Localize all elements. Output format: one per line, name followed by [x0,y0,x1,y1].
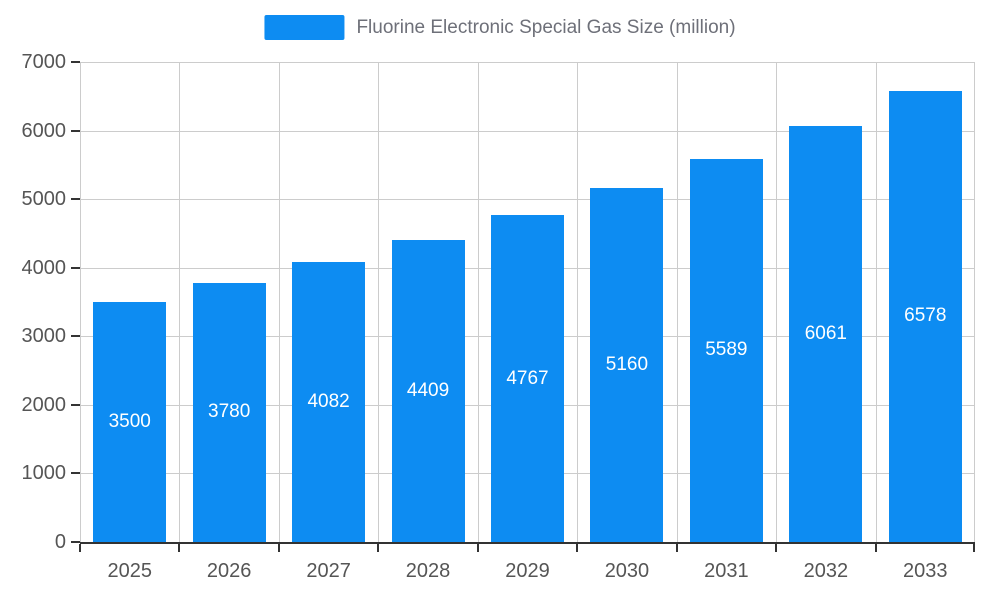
y-axis-tick [71,472,80,475]
x-axis-tick [476,544,479,552]
bar[interactable]: 6578 [888,90,962,542]
x-axis-tick [675,544,678,552]
x-axis-label: 2026 [206,560,252,582]
bar[interactable]: 3780 [192,282,266,542]
x-axis-label: 2029 [505,560,550,582]
y-axis-label: 4000 [21,256,67,279]
y-axis-tick [71,129,80,132]
gridline-vertical [278,62,280,542]
gridline-vertical [676,62,678,542]
x-axis-label: 2030 [604,560,650,582]
gridline-horizontal [80,62,975,63]
y-axis-label: 1000 [21,462,67,485]
legend[interactable]: Fluorine Electronic Special Gas Size (mi… [264,15,736,40]
bar-value-label: 6578 [904,305,947,327]
bar-value-label: 5160 [605,354,649,376]
x-axis-label: 2033 [903,560,948,582]
gridline-vertical [875,62,877,542]
y-axis-tick [71,266,80,269]
bar[interactable]: 6061 [789,126,863,542]
bar-value-label: 3500 [108,411,151,432]
x-axis-tick [377,544,380,552]
bar-value-label: 6061 [804,323,847,345]
x-axis-label: 2025 [107,560,152,582]
plot-area: 3500 3780 4082 4409 4767 5160 5589 6061 6578 [71,61,975,552]
bar-value-label: 3780 [208,401,251,423]
x-axis-label: 2028 [405,560,451,582]
legend-swatch-icon [264,15,345,40]
x-axis-label: 2032 [803,560,849,582]
gridline-horizontal [80,199,975,201]
gridline-vertical [577,62,579,542]
x-axis-tick [277,544,280,552]
y-axis: 0 1000 2000 3000 4000 5000 6000 7000 [0,51,67,553]
bar[interactable]: 5160 [590,188,664,542]
bar[interactable]: 3500 [93,302,167,542]
bar[interactable]: 5589 [689,158,763,542]
x-axis: 2025 2026 2027 2028 2029 2030 2031 2032 2033 [80,552,975,586]
y-axis-tick [71,198,80,201]
y-axis-label: 7000 [21,51,67,73]
gridline-vertical [477,62,479,542]
x-axis-tick [576,544,579,552]
gridline-vertical [974,62,975,542]
gridline-vertical [776,62,778,542]
y-axis-label: 3000 [21,325,67,348]
bar-value-label: 5589 [705,339,748,361]
x-axis-tick [973,544,975,552]
y-axis-tick [71,335,80,338]
y-axis-label: 2000 [21,393,67,416]
bar[interactable]: 4767 [491,215,564,542]
y-axis-label: 5000 [21,188,67,211]
gridline-horizontal [80,130,975,132]
gridline-vertical [179,62,181,542]
bar-value-label: 4082 [307,391,350,413]
bar-value-label: 4409 [406,379,450,401]
x-axis-tick [178,544,181,552]
x-axis-tick [79,544,81,552]
x-axis-tick [775,544,778,552]
y-axis-tick [71,61,80,63]
y-axis-tick [71,541,80,543]
y-axis-label: 6000 [21,119,67,142]
bar[interactable]: 4082 [292,262,366,542]
x-axis-tick [874,544,877,552]
bar[interactable]: 4409 [391,239,465,542]
bar-value-label: 4767 [506,367,549,389]
y-axis-label: 0 [54,531,66,553]
x-axis-label: 2031 [704,560,749,582]
gridline-vertical [80,62,81,542]
legend-label: Fluorine Electronic Special Gas Size (mi… [356,16,736,38]
y-axis-tick [71,403,80,406]
x-axis-label: 2027 [306,560,351,582]
gridline-vertical [378,62,380,542]
